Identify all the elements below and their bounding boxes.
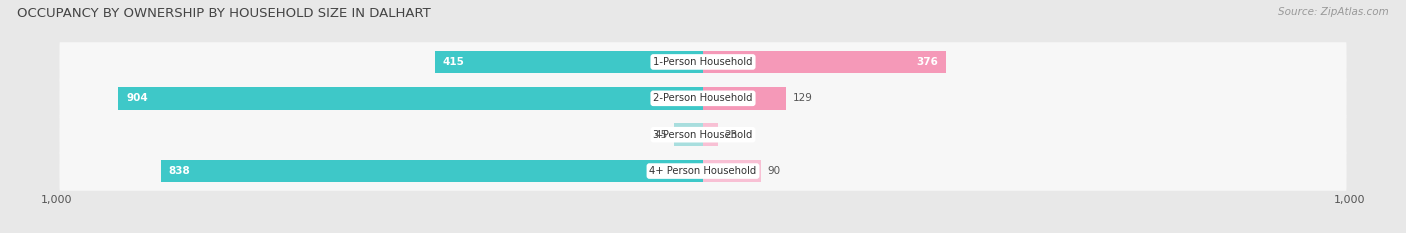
Text: 838: 838 — [169, 166, 191, 176]
Text: 45: 45 — [654, 130, 668, 140]
Text: 376: 376 — [917, 57, 938, 67]
FancyBboxPatch shape — [703, 51, 946, 73]
FancyBboxPatch shape — [673, 123, 703, 146]
FancyBboxPatch shape — [59, 115, 1347, 154]
Text: 3-Person Household: 3-Person Household — [654, 130, 752, 140]
Text: OCCUPANCY BY OWNERSHIP BY HOUSEHOLD SIZE IN DALHART: OCCUPANCY BY OWNERSHIP BY HOUSEHOLD SIZE… — [17, 7, 430, 20]
Text: 4+ Person Household: 4+ Person Household — [650, 166, 756, 176]
FancyBboxPatch shape — [59, 42, 1347, 82]
Text: 1-Person Household: 1-Person Household — [654, 57, 752, 67]
FancyBboxPatch shape — [59, 151, 1347, 191]
Text: Source: ZipAtlas.com: Source: ZipAtlas.com — [1278, 7, 1389, 17]
FancyBboxPatch shape — [162, 160, 703, 182]
Text: 129: 129 — [793, 93, 813, 103]
Text: 904: 904 — [127, 93, 148, 103]
Text: 415: 415 — [443, 57, 464, 67]
FancyBboxPatch shape — [703, 87, 786, 110]
FancyBboxPatch shape — [118, 87, 703, 110]
Text: 2-Person Household: 2-Person Household — [654, 93, 752, 103]
Text: 23: 23 — [724, 130, 738, 140]
Text: 90: 90 — [768, 166, 780, 176]
FancyBboxPatch shape — [703, 123, 718, 146]
FancyBboxPatch shape — [59, 79, 1347, 118]
FancyBboxPatch shape — [703, 160, 761, 182]
FancyBboxPatch shape — [434, 51, 703, 73]
